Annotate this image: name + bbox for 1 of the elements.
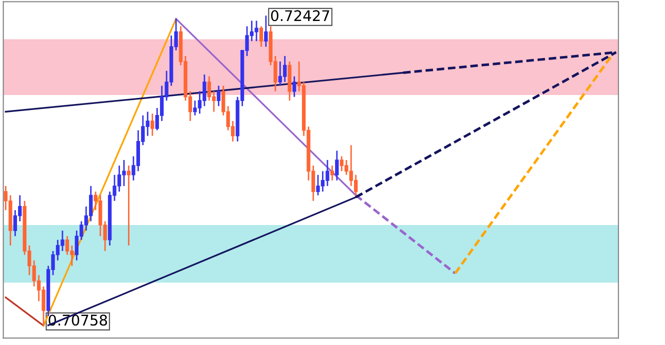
annotation: 0.72427 <box>271 10 330 22</box>
